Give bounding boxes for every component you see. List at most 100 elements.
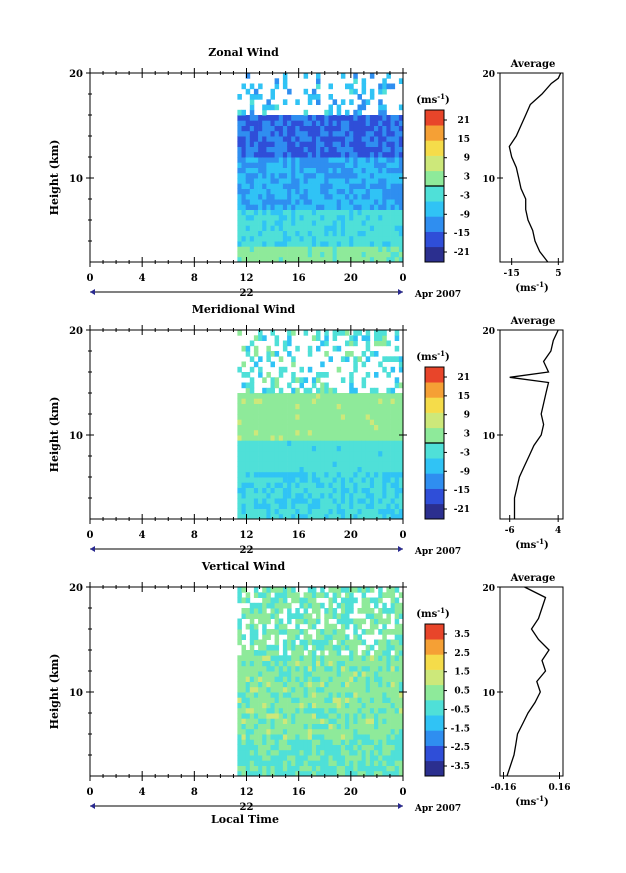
heatmap-cell — [361, 377, 367, 383]
heatmap-cell — [291, 130, 296, 137]
heatmap-cell — [299, 734, 304, 740]
heatmap-cell — [336, 246, 342, 252]
heatmap-cell — [349, 608, 354, 614]
heatmap-cell — [291, 172, 296, 179]
heatmap-cell — [307, 686, 313, 693]
heatmap-cell — [237, 623, 242, 630]
heatmap-cell — [295, 629, 300, 635]
heatmap-cell — [249, 634, 255, 640]
heatmap-cell — [278, 393, 284, 399]
heatmap-cell — [266, 419, 271, 425]
heatmap-cell — [357, 702, 362, 709]
heatmap-cell — [382, 366, 387, 373]
heatmap-cell — [394, 408, 400, 415]
heatmap-cell — [253, 477, 259, 483]
heatmap-cell — [278, 739, 284, 745]
heatmap-cell — [361, 104, 367, 111]
heatmap-cell — [266, 172, 271, 179]
heatmap-cell — [357, 466, 362, 473]
heatmap-cell — [386, 125, 391, 132]
heatmap-cell — [245, 744, 251, 751]
heatmap-cell — [274, 419, 280, 425]
heatmap-cell — [328, 104, 333, 111]
heatmap-cell — [262, 692, 267, 698]
heatmap-cell — [382, 335, 387, 341]
heatmap-cell — [241, 450, 246, 457]
heatmap-cell — [249, 498, 255, 504]
heatmap-cell — [299, 241, 304, 247]
heatmap-cell — [369, 765, 375, 772]
heatmap-cell — [253, 335, 259, 341]
heatmap-cell — [320, 508, 325, 515]
heatmap-cell — [390, 199, 396, 205]
heatmap-cell — [374, 492, 379, 499]
heatmap-cell — [307, 424, 313, 431]
heatmap-cell — [287, 770, 292, 777]
heatmap-cell — [349, 655, 354, 661]
heatmap-cell — [378, 608, 383, 614]
heatmap-cell — [398, 408, 404, 415]
heatmap-cell — [386, 697, 391, 703]
heatmap-cell — [349, 723, 354, 730]
heatmap-cell — [357, 681, 362, 688]
heatmap-cell — [253, 241, 259, 247]
heatmap-cell — [324, 713, 329, 719]
heatmap-cell — [241, 665, 246, 672]
heatmap-cell — [320, 340, 325, 347]
heatmap-cell — [382, 115, 387, 121]
heatmap-cell — [340, 623, 346, 630]
heatmap-cell — [353, 513, 358, 520]
heatmap-cell — [307, 440, 313, 446]
heatmap-cell — [287, 419, 292, 425]
heatmap-cell — [270, 760, 275, 766]
heatmap-cell — [245, 199, 251, 205]
heatmap-cell — [295, 660, 300, 667]
heatmap-cell — [303, 697, 309, 703]
heatmap-cell — [369, 125, 375, 132]
heatmap-cell — [398, 623, 404, 630]
heatmap-cell — [320, 251, 325, 258]
heatmap-cell — [390, 513, 396, 520]
heatmap-cell — [345, 608, 350, 614]
heatmap-cell — [262, 167, 267, 174]
heatmap-cell — [378, 241, 383, 247]
heatmap-cell — [258, 167, 263, 174]
heatmap-cell — [307, 770, 313, 777]
heatmap-cell — [241, 608, 246, 614]
heatmap-cell — [303, 671, 309, 677]
heatmap-cell — [258, 120, 263, 126]
heatmap-cell — [245, 503, 251, 509]
heatmap-cell — [245, 477, 251, 483]
colorbar-tick-label: 15 — [457, 392, 470, 402]
heatmap-cell — [295, 256, 300, 263]
heatmap-cell — [361, 770, 367, 777]
heatmap-cell — [332, 587, 338, 593]
heatmap-cell — [274, 183, 280, 189]
heatmap-cell — [241, 151, 246, 158]
heatmap-cell — [295, 744, 300, 751]
heatmap-cell — [365, 650, 371, 656]
heatmap-cell — [307, 477, 313, 483]
heatmap-cell — [353, 692, 358, 698]
heatmap-cell — [241, 681, 246, 688]
heatmap-cell — [282, 345, 288, 352]
heatmap-cell — [274, 623, 280, 630]
heatmap-cell — [340, 73, 346, 79]
heatmap-cell — [349, 199, 354, 205]
heatmap-cell — [365, 765, 371, 772]
heatmap-cell — [303, 702, 309, 709]
heatmap-cell — [324, 608, 329, 614]
heatmap-cell — [249, 398, 255, 404]
heatmap-cell — [398, 256, 404, 263]
heatmap-cell — [278, 220, 284, 226]
heatmap-cell — [291, 613, 296, 619]
heatmap-cell — [270, 755, 275, 761]
heatmap-cell — [258, 157, 263, 163]
heatmap-cell — [299, 151, 304, 158]
heatmap-cell — [249, 104, 255, 111]
heatmap-cell — [369, 613, 375, 619]
heatmap-cell — [241, 739, 246, 745]
heatmap-cell — [365, 424, 371, 431]
heatmap-cell — [365, 471, 371, 478]
